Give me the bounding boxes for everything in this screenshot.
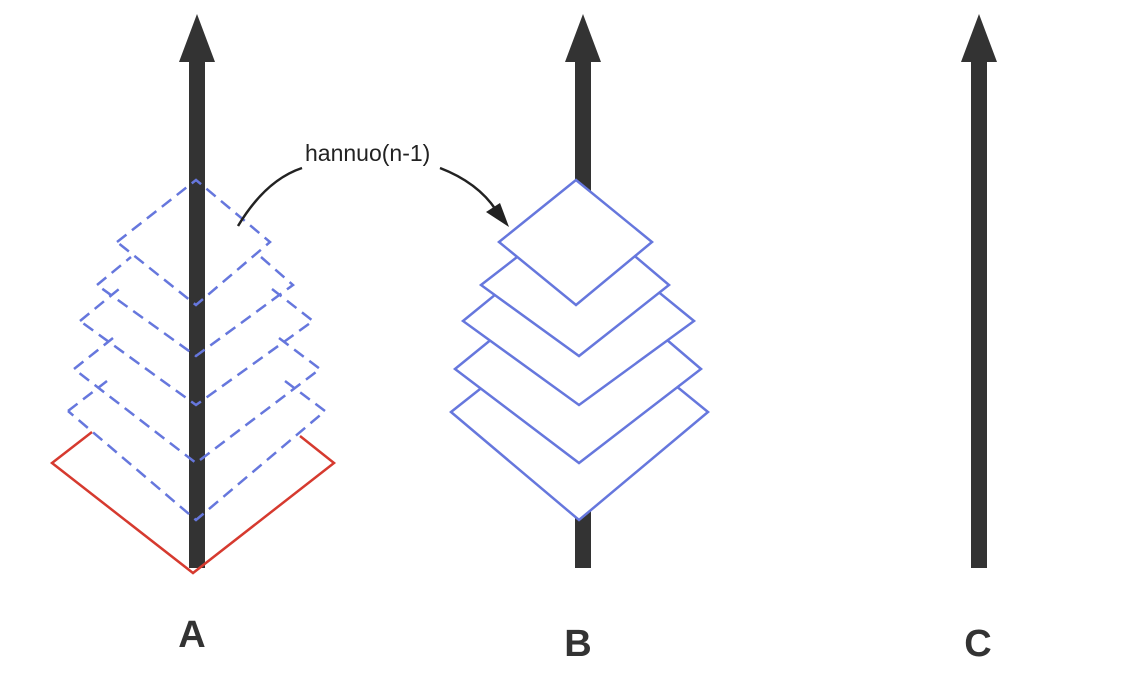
move-arrow: hannuo(n-1) [236, 140, 509, 227]
rod-a-label: A [178, 614, 205, 656]
dashed-disk-2 [96, 256, 295, 358]
rod-a [179, 14, 215, 568]
dashed-disk-3 [79, 288, 316, 407]
move-arrow-curve-left [236, 166, 303, 227]
move-arrow-head [486, 203, 509, 227]
dashed-disk-1 [114, 178, 272, 307]
rod-b-arrowhead [565, 14, 601, 62]
rod-c-arrowhead [961, 14, 997, 62]
rod-c [961, 14, 997, 568]
rod-b-label: B [564, 623, 591, 665]
rod-c-label: C [964, 623, 991, 665]
dashed-disk-4 [73, 337, 323, 465]
solid-disk-1 [497, 178, 654, 307]
dashed-disk-stack [67, 178, 328, 522]
solid-disk-stack [449, 178, 710, 522]
move-arrow-label: hannuo(n-1) [305, 140, 430, 166]
rod-a-arrowhead [179, 14, 215, 62]
largest-disk [49, 431, 337, 575]
move-arrow-curve-right [439, 166, 498, 211]
dashed-disk-5 [67, 380, 328, 522]
